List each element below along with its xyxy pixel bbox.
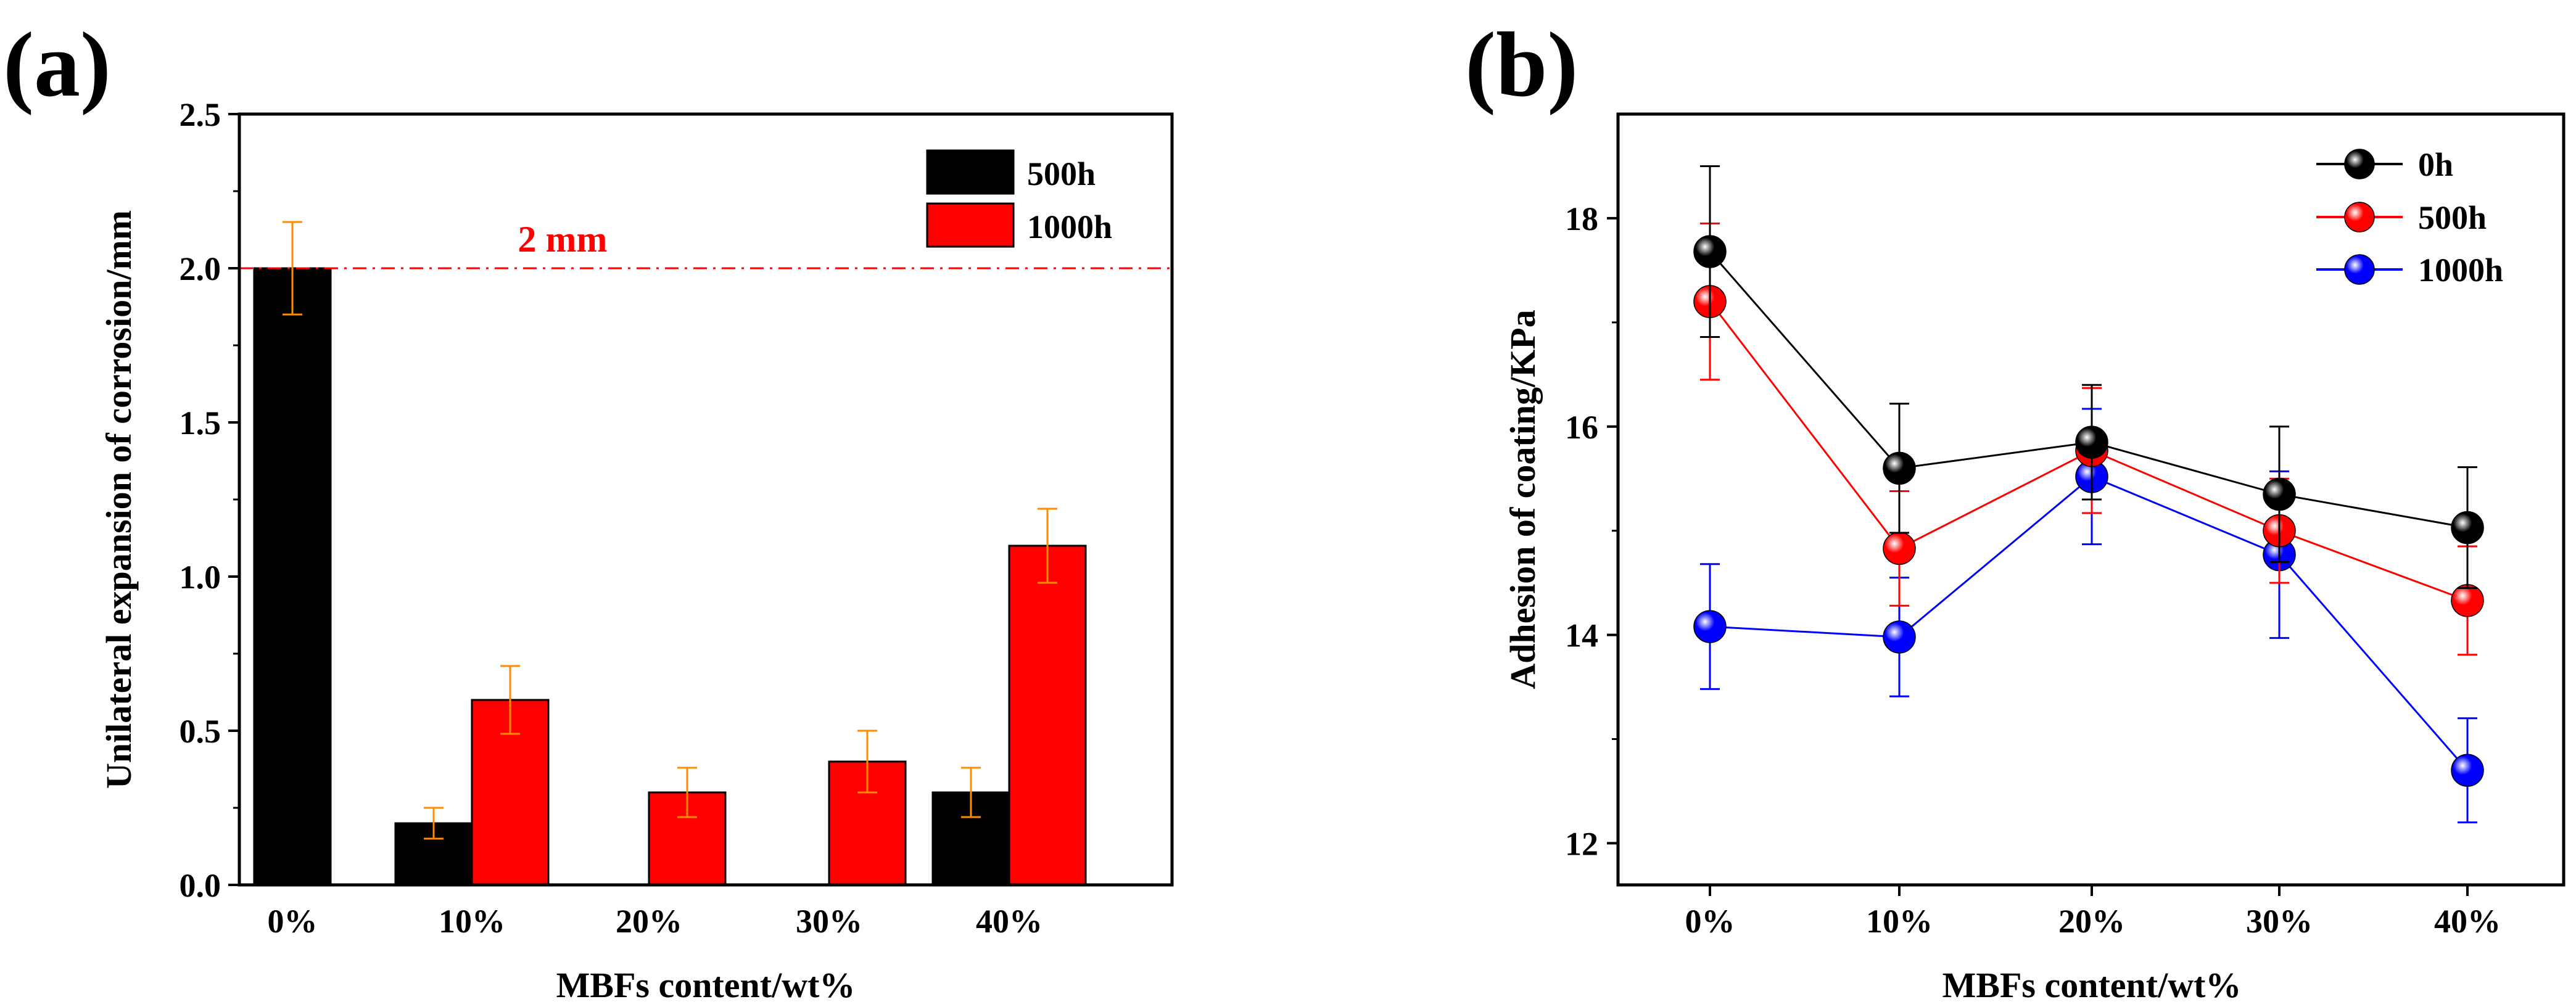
data-point-500h-10	[1883, 532, 1916, 565]
y-tick-label-b-16: 16	[1565, 409, 1598, 446]
legend-marker-0h	[2344, 149, 2375, 179]
panel-b-label: (b)	[1465, 14, 1578, 116]
panel-a-y-ticks: 0.0 0.5 1.0 1.5 2.0 2.5	[180, 96, 239, 904]
panel-a-plot-area	[239, 221, 1172, 886]
legend-label-1000h: 1000h	[1027, 208, 1112, 245]
data-point-0h-30	[2263, 477, 2296, 511]
data-point-0h-20	[2075, 425, 2108, 459]
data-point-1000h-10	[1883, 620, 1916, 654]
data-point-500h-40	[2451, 584, 2484, 617]
panel-a-x-axis-title: MBFs content/wt%	[556, 965, 856, 1005]
panel-b-legend: 0h 500h 1000h	[2316, 146, 2503, 289]
panel-a-bar-chart: (a) 0.0 0.5 1.0 1.5 2.0 2.5 0% 10% 20% 30% 40% Un…	[3, 14, 1174, 1005]
legend-label-0h: 0h	[2418, 146, 2453, 183]
y-tick-label-0-5: 0.5	[180, 713, 221, 750]
panel-b-x-axis-title: MBFs content/wt%	[1942, 965, 2242, 1005]
panel-b-plot-area	[1693, 165, 2484, 824]
panel-b-x-ticks: 0% 10% 20% 30% 40%	[1685, 885, 2501, 940]
y-tick-label-b-18: 18	[1565, 200, 1598, 237]
data-point-0h-40	[2451, 511, 2484, 545]
legend-swatch-1000h	[926, 202, 1015, 248]
x-tick-label-b-40: 40%	[2434, 903, 2501, 940]
x-tick-label-b-20: 20%	[2058, 903, 2125, 940]
y-tick-label-2-5: 2.5	[180, 96, 221, 133]
y-tick-label-0-0: 0.0	[180, 867, 221, 904]
x-tick-label-20: 20%	[616, 903, 682, 940]
legend-marker-1000h	[2344, 254, 2375, 285]
x-tick-label-b-30: 30%	[2246, 903, 2313, 940]
y-tick-label-1-5: 1.5	[180, 405, 221, 442]
legend-marker-500h	[2344, 202, 2375, 232]
x-tick-label-b-10: 10%	[1866, 903, 1933, 940]
legend-swatch-500h	[926, 149, 1015, 195]
y-tick-label-b-14: 14	[1565, 617, 1598, 654]
y-tick-label-b-12: 12	[1565, 825, 1598, 862]
y-tick-label-1-0: 1.0	[180, 559, 221, 596]
panel-b-y-axis-title: Adhesion of coating/KPa	[1503, 310, 1543, 689]
x-tick-label-40: 40%	[976, 903, 1042, 940]
panel-a-label: (a)	[3, 14, 111, 116]
legend-label-500h-b: 500h	[2418, 199, 2487, 236]
y-tick-label-2-0: 2.0	[180, 250, 221, 287]
x-tick-label-b-0: 0%	[1685, 903, 1735, 940]
panel-b-y-ticks: 12 14 16 18	[1565, 200, 1618, 862]
panel-b-line-chart: (b) 12 14 16 18 0% 10% 20% 30% 40% Adhesion of …	[1465, 14, 2566, 1005]
data-point-0h-10	[1883, 451, 1916, 485]
bar-1000h-40	[1008, 545, 1087, 886]
x-tick-label-10: 10%	[439, 903, 505, 940]
panel-a-y-axis-title: Unilateral expansion of corrosion/mm	[99, 210, 139, 789]
panel-a-legend: 500h 1000h	[926, 149, 1112, 248]
series-line-1000h	[1709, 475, 2469, 771]
x-tick-label-0: 0%	[268, 903, 318, 940]
data-point-1000h-40	[2451, 754, 2484, 787]
x-tick-label-30: 30%	[796, 903, 862, 940]
data-point-1000h-0	[1693, 610, 1727, 643]
reference-line-label: 2 mm	[518, 219, 608, 260]
panel-a-x-ticks: 0% 10% 20% 30% 40%	[268, 903, 1043, 940]
data-point-0h-0	[1693, 235, 1727, 268]
legend-label-1000h-b: 1000h	[2418, 252, 2503, 289]
bar-500h-0	[253, 267, 332, 886]
legend-label-500h: 500h	[1027, 155, 1096, 192]
